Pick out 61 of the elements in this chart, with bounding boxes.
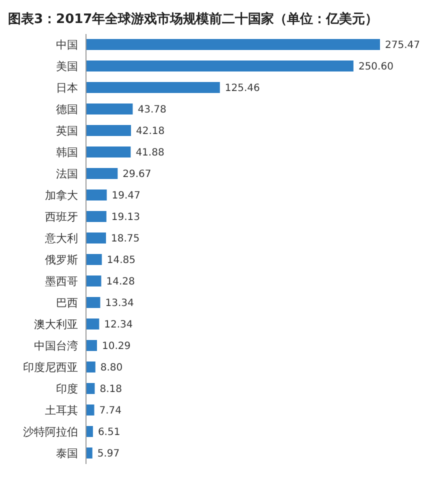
bar	[86, 426, 93, 437]
bar	[86, 362, 96, 372]
bar	[86, 276, 102, 286]
bar	[86, 125, 132, 136]
data-label: 13.34	[105, 298, 134, 310]
y-tick-label: 巴西	[56, 296, 78, 310]
y-tick-label: 俄罗斯	[45, 254, 78, 267]
bar	[86, 60, 354, 72]
data-label: 5.97	[97, 448, 120, 460]
data-label: 42.18	[136, 126, 165, 138]
y-tick-label: 德国	[56, 103, 78, 116]
bar	[86, 254, 102, 265]
y-tick-label: 墨西哥	[45, 275, 78, 288]
y-tick-label: 泰国	[56, 447, 78, 460]
y-tick-label: 中国	[56, 38, 78, 52]
y-tick-label: 中国台湾	[34, 340, 78, 353]
data-label: 19.47	[112, 190, 140, 202]
data-label: 7.74	[99, 406, 122, 417]
data-label: 8.18	[100, 384, 122, 396]
data-label: 29.67	[122, 169, 152, 180]
data-label: 8.80	[100, 362, 123, 374]
bar	[86, 383, 95, 394]
y-tick-label: 印度	[56, 382, 78, 396]
bar	[86, 104, 133, 114]
bar	[86, 448, 92, 458]
bar	[86, 340, 97, 351]
bar	[86, 146, 131, 158]
bar	[86, 318, 100, 330]
y-tick-label: 意大利	[44, 232, 78, 246]
y-tick-label: 英国	[56, 124, 78, 138]
y-tick-label: 西班牙	[45, 210, 78, 224]
data-label: 41.88	[136, 148, 164, 159]
bar	[86, 168, 118, 179]
bar	[86, 404, 94, 416]
y-tick-label: 美国	[56, 60, 78, 74]
data-label: 18.75	[111, 234, 140, 245]
data-label: 6.51	[98, 427, 120, 438]
data-label: 275.47	[385, 40, 420, 52]
data-label: 19.13	[111, 212, 140, 224]
data-label: 14.85	[106, 255, 136, 266]
y-tick-label: 澳大利亚	[34, 318, 78, 332]
bar	[86, 232, 106, 244]
bar	[86, 190, 107, 200]
y-tick-label: 沙特阿拉伯	[23, 426, 78, 439]
data-label: 14.28	[106, 276, 135, 288]
bar	[86, 82, 220, 93]
data-label: 250.60	[358, 62, 394, 73]
data-label: 10.29	[102, 341, 131, 352]
bar	[86, 39, 380, 50]
y-tick-label: 加拿大	[45, 189, 78, 202]
y-tick-label: 韩国	[56, 146, 78, 160]
bar	[86, 211, 106, 222]
bar	[86, 297, 100, 308]
data-label: 125.46	[224, 83, 260, 94]
y-tick-label: 土耳其	[45, 404, 78, 418]
y-tick-label: 印度尼西亚	[23, 361, 78, 374]
data-label: 12.34	[104, 320, 133, 331]
data-label: 43.78	[138, 104, 166, 116]
y-tick-label: 日本	[56, 82, 78, 95]
y-tick-label: 法国	[56, 168, 78, 181]
chart-title: 图表3：2017年全球游戏市场规模前二十国家（单位：亿美元）	[8, 10, 380, 29]
